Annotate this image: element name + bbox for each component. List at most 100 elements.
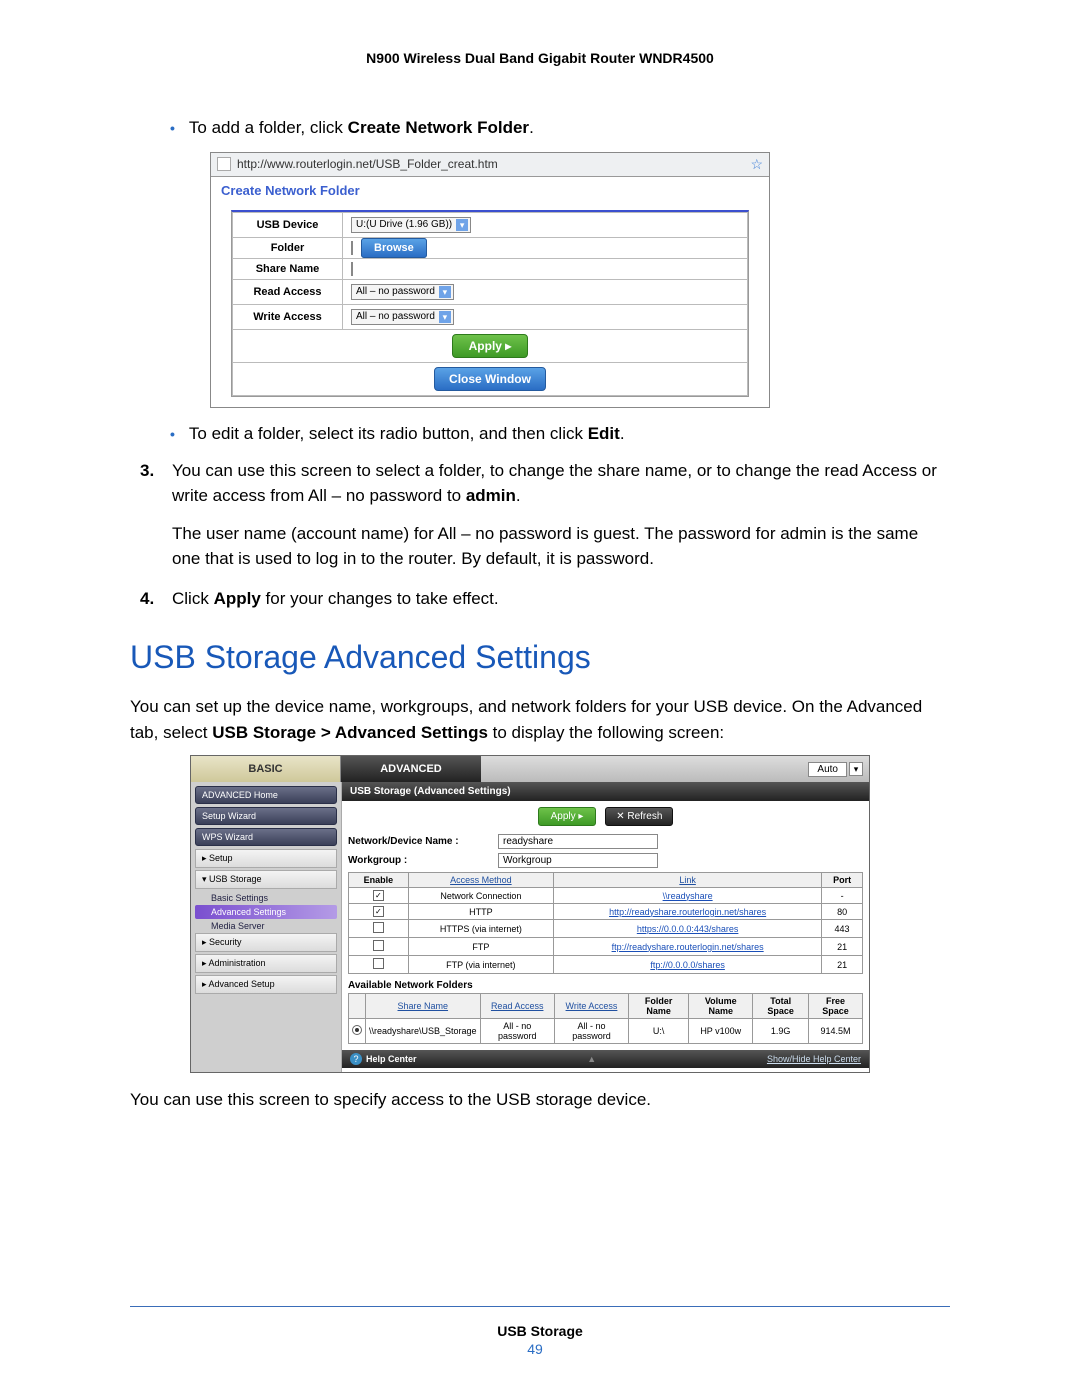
select-value: All – no password xyxy=(356,311,435,322)
access-link[interactable]: http://readyshare.routerlogin.net/shares xyxy=(609,907,766,917)
bullet-edit-folder: • To edit a folder, select its radio but… xyxy=(170,422,950,446)
workgroup-input[interactable]: Workgroup xyxy=(498,853,658,868)
col-enable: Enable xyxy=(349,873,409,888)
bold-text: Edit xyxy=(588,424,620,443)
bold-text: Apply xyxy=(214,589,261,608)
access-link[interactable]: \\readyshare xyxy=(663,891,713,901)
access-link[interactable]: https://0.0.0.0:443/shares xyxy=(637,924,739,934)
folder-radio[interactable] xyxy=(352,1025,362,1035)
text: . xyxy=(516,486,521,505)
access-row: ✓Network Connection\\readyshare- xyxy=(349,888,863,904)
cell-free: 914.5M xyxy=(808,1019,862,1044)
col-total-space: Total Space xyxy=(753,994,809,1019)
browse-button[interactable]: Browse xyxy=(361,238,427,258)
enable-checkbox[interactable]: ✓ xyxy=(373,906,384,917)
label-share-name: Share Name xyxy=(233,258,343,279)
col-volume-name: Volume Name xyxy=(689,994,753,1019)
step-3: 3. You can use this screen to select a f… xyxy=(140,458,950,509)
apply-button[interactable]: Apply ▸ xyxy=(538,807,597,826)
col-link[interactable]: Link xyxy=(554,873,822,888)
sidebar-item-advanced-setup[interactable]: ▸ Advanced Setup xyxy=(195,975,337,994)
close-window-button[interactable]: Close Window xyxy=(434,367,546,391)
col-port: Port xyxy=(822,873,863,888)
step-number: 4. xyxy=(140,586,162,612)
help-icon[interactable]: ? xyxy=(350,1053,362,1065)
enable-checkbox[interactable]: ✓ xyxy=(373,890,384,901)
enable-checkbox[interactable] xyxy=(373,922,384,933)
usb-device-select[interactable]: U:(U Drive (1.96 GB)) ▾ xyxy=(351,217,471,233)
help-center-label[interactable]: Help Center xyxy=(366,1054,417,1064)
page-footer: USB Storage 49 xyxy=(0,1323,1080,1357)
device-name-label: Network/Device Name : xyxy=(348,836,498,847)
cell-method: HTTP xyxy=(408,904,553,920)
share-name-input[interactable] xyxy=(351,262,353,276)
cell-method: FTP (via internet) xyxy=(408,956,553,974)
col-read-access[interactable]: Read Access xyxy=(480,994,554,1019)
sidebar-wps-wizard[interactable]: WPS Wizard xyxy=(195,828,337,846)
sidebar-sub-basic[interactable]: Basic Settings xyxy=(195,891,337,905)
advanced-settings-screenshot: BASIC ADVANCED Auto ▾ ADVANCED Home Setu… xyxy=(190,755,870,1073)
access-row: FTP ftp://readyshare.routerlogin.net/shar… xyxy=(349,938,863,956)
col-free-space: Free Space xyxy=(808,994,862,1019)
cell-write: All - no password xyxy=(554,1019,628,1044)
col-write-access[interactable]: Write Access xyxy=(554,994,628,1019)
cell-read: All - no password xyxy=(480,1019,554,1044)
bold-text: USB Storage > Advanced Settings xyxy=(212,723,488,742)
access-link[interactable]: ftp://0.0.0.0/shares xyxy=(650,960,725,970)
text: Click xyxy=(172,589,214,608)
folder-input[interactable] xyxy=(351,241,353,255)
select-value: U:(U Drive (1.96 GB)) xyxy=(356,219,452,230)
sidebar-item-setup[interactable]: ▸ Setup xyxy=(195,849,337,868)
favorite-star-icon[interactable]: ☆ xyxy=(750,156,763,173)
step-3-note: The user name (account name) for All – n… xyxy=(172,521,950,572)
cell-port: 443 xyxy=(822,920,863,938)
bullet-dot-icon: • xyxy=(170,425,175,446)
cell-method: FTP xyxy=(408,938,553,956)
sidebar-sub-advanced[interactable]: Advanced Settings xyxy=(195,905,337,919)
apply-button[interactable]: Apply ▸ xyxy=(452,334,529,358)
label-write-access: Write Access xyxy=(233,304,343,329)
page-header: N900 Wireless Dual Band Gigabit Router W… xyxy=(130,50,950,66)
label-read-access: Read Access xyxy=(233,279,343,304)
enable-checkbox[interactable] xyxy=(373,958,384,969)
show-hide-help-link[interactable]: Show/Hide Help Center xyxy=(767,1054,861,1064)
tab-basic[interactable]: BASIC xyxy=(191,756,341,782)
read-access-select[interactable]: All – no password ▾ xyxy=(351,284,454,300)
sidebar-item-usb-storage[interactable]: ▾ USB Storage xyxy=(195,870,337,889)
refresh-button[interactable]: ✕ Refresh xyxy=(605,807,673,826)
cell-port: 21 xyxy=(822,938,863,956)
cell-method: Network Connection xyxy=(408,888,553,904)
sidebar-item-security[interactable]: ▸ Security xyxy=(195,933,337,952)
text: to display the following screen: xyxy=(488,723,724,742)
section-title: USB Storage Advanced Settings xyxy=(130,639,950,676)
chevron-down-icon[interactable]: ▾ xyxy=(849,762,863,776)
access-method-table: Enable Access Method Link Port ✓ Network … xyxy=(348,872,863,974)
cell-total: 1.9G xyxy=(753,1019,809,1044)
cell-port: 21 xyxy=(822,956,863,974)
folder-row: \\readyshare\USB_Storage All - no passwo… xyxy=(349,1019,863,1044)
enable-checkbox[interactable] xyxy=(373,940,384,951)
access-link[interactable]: ftp://readyshare.routerlogin.net/shares xyxy=(612,942,764,952)
write-access-select[interactable]: All – no password ▾ xyxy=(351,309,454,325)
workgroup-label: Workgroup : xyxy=(348,855,498,866)
panel-title: USB Storage (Advanced Settings) xyxy=(342,782,869,801)
sidebar-setup-wizard[interactable]: Setup Wizard xyxy=(195,807,337,825)
sidebar-item-administration[interactable]: ▸ Administration xyxy=(195,954,337,973)
col-access-method[interactable]: Access Method xyxy=(408,873,553,888)
tab-advanced[interactable]: ADVANCED xyxy=(341,756,481,782)
device-name-input[interactable]: readyshare xyxy=(498,834,658,849)
text: for your changes to take effect. xyxy=(261,589,499,608)
auto-select[interactable]: Auto xyxy=(808,762,847,777)
help-footer: ?Help Center ▲ Show/Hide Help Center xyxy=(342,1050,869,1068)
col-share-name[interactable]: Share Name xyxy=(366,994,481,1019)
available-folders-label: Available Network Folders xyxy=(348,980,863,991)
address-bar: http://www.routerlogin.net/USB_Folder_cr… xyxy=(211,153,769,177)
cell-port: 80 xyxy=(822,904,863,920)
sidebar-advanced-home[interactable]: ADVANCED Home xyxy=(195,786,337,804)
url-text: http://www.routerlogin.net/USB_Folder_cr… xyxy=(237,157,744,171)
footer-label: USB Storage xyxy=(497,1323,583,1339)
col-select xyxy=(349,994,366,1019)
bullet-dot-icon: • xyxy=(170,119,175,140)
sidebar-sub-media[interactable]: Media Server xyxy=(195,919,337,933)
bullet-add-folder: • To add a folder, click Create Network … xyxy=(170,116,950,140)
